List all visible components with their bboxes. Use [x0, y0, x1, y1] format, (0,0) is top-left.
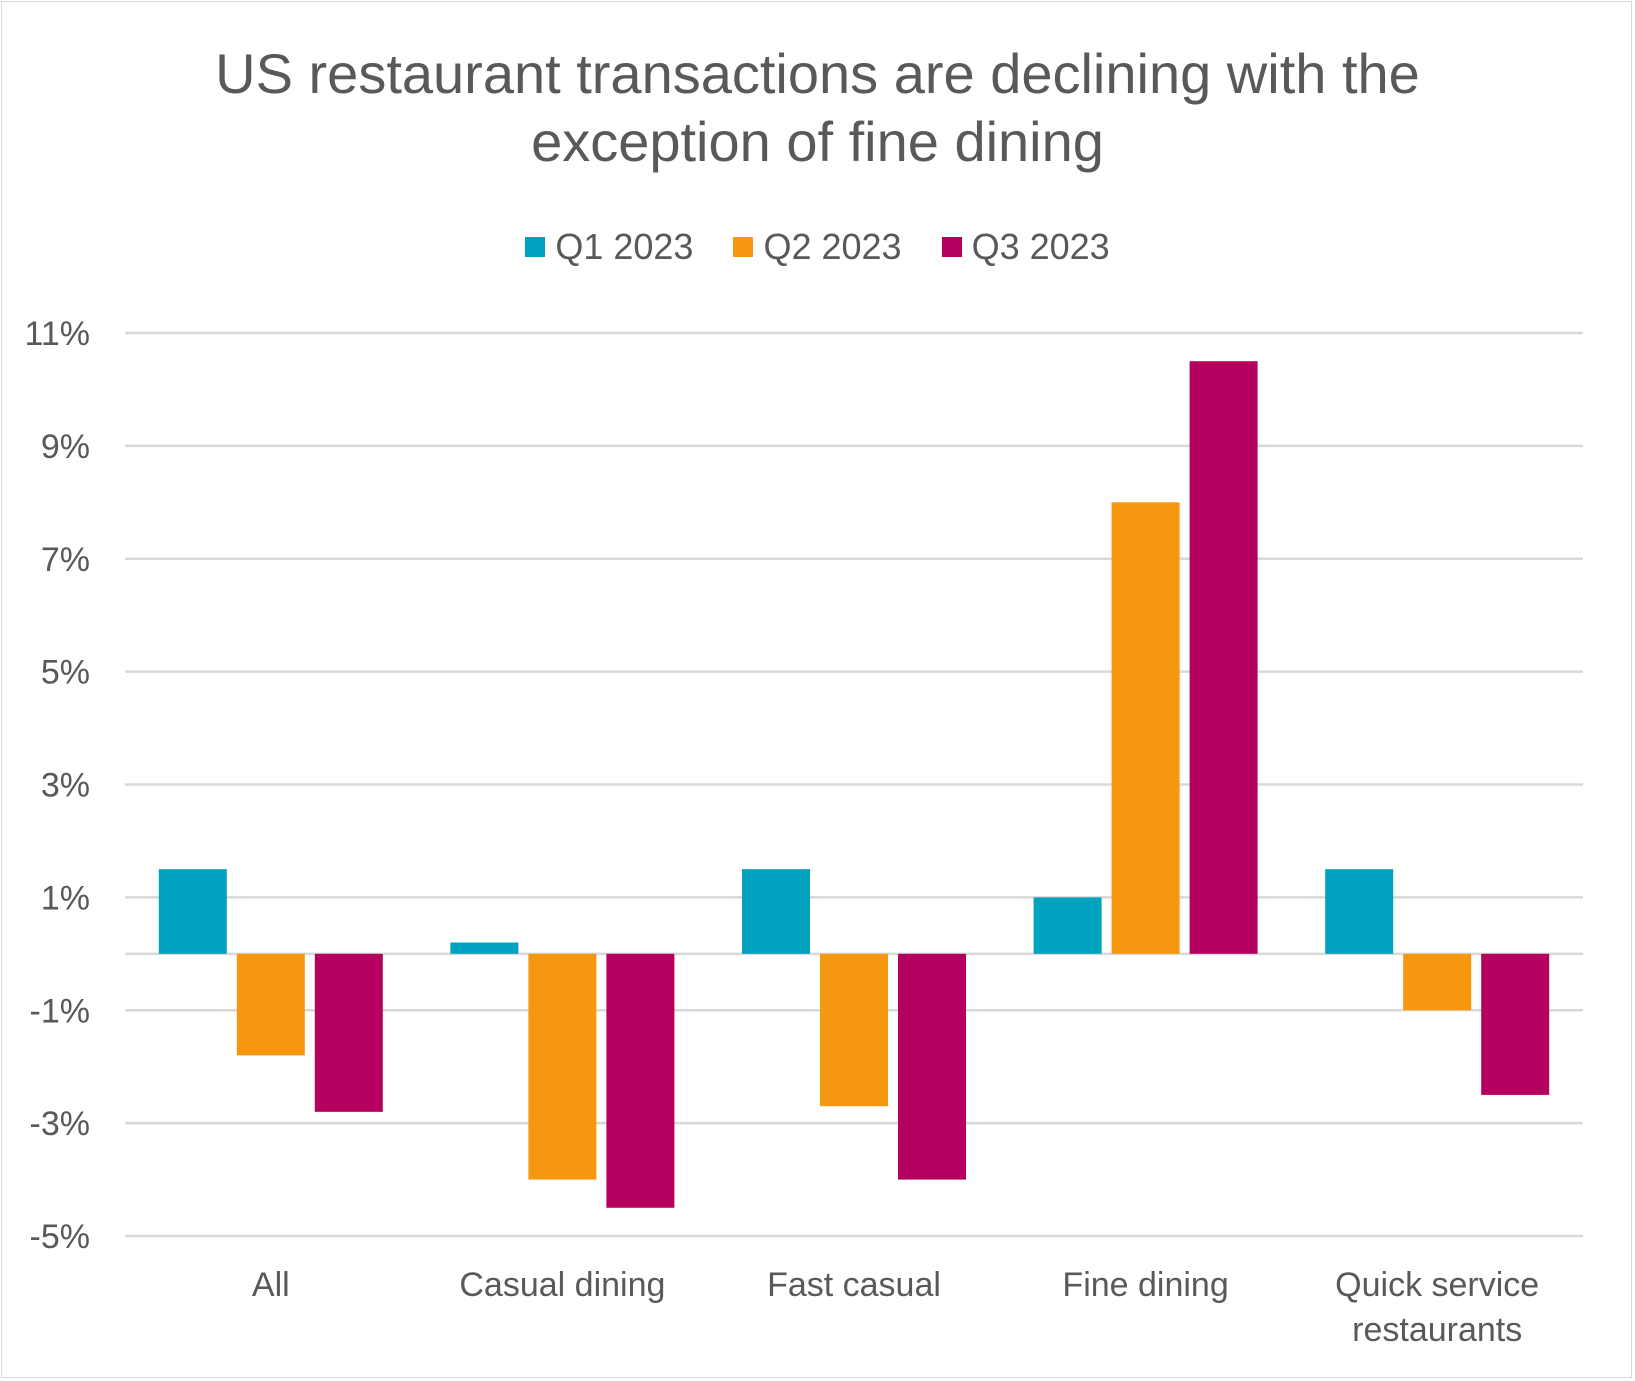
bar	[1189, 361, 1258, 954]
y-tick-label: 1%	[41, 879, 90, 917]
legend-swatch-q3	[941, 237, 962, 257]
x-tick-label: Fast casual	[767, 1266, 941, 1304]
bar	[742, 869, 810, 954]
chart-title-line-2: exception of fine dining	[531, 110, 1104, 173]
y-tick-label: 3%	[41, 767, 90, 805]
chart-legend: Q1 2023 Q2 2023 Q3 2023	[0, 224, 1635, 270]
bar	[1111, 502, 1180, 954]
bar	[898, 953, 966, 1180]
y-tick-label: -3%	[30, 1105, 90, 1143]
legend-item-q2: Q2 2023	[733, 224, 902, 270]
bar	[1033, 897, 1102, 954]
bar	[606, 953, 675, 1208]
bar	[158, 869, 227, 954]
bar	[450, 942, 519, 954]
legend-swatch-q1	[525, 237, 546, 257]
x-tick-label: Fine dining	[1062, 1266, 1228, 1304]
y-tick-label: 11%	[24, 315, 90, 353]
y-tick-label: 7%	[41, 541, 90, 579]
y-tick-label: 9%	[41, 428, 90, 466]
bar	[1481, 953, 1550, 1095]
chart-title-line-1: US restaurant transactions are declining…	[215, 42, 1420, 105]
x-tick-label: Quick service	[1335, 1266, 1539, 1304]
bar	[314, 953, 383, 1112]
x-tick-label: Casual dining	[459, 1266, 665, 1304]
x-tick-label: restaurants	[1352, 1311, 1522, 1349]
legend-label-q1: Q1 2023	[555, 226, 694, 267]
bar	[1325, 869, 1394, 954]
y-tick-label: 5%	[41, 654, 90, 692]
legend-label-q3: Q3 2023	[971, 226, 1110, 267]
bar	[820, 953, 888, 1107]
bar	[236, 953, 305, 1056]
legend-label-q2: Q2 2023	[763, 226, 902, 267]
bar	[1403, 953, 1472, 1011]
bar	[528, 953, 597, 1180]
y-tick-label: -1%	[30, 992, 90, 1030]
legend-item-q3: Q3 2023	[941, 224, 1110, 270]
y-tick-label: -5%	[30, 1218, 90, 1256]
chart-title: US restaurant transactions are declining…	[0, 40, 1635, 176]
x-tick-label: All	[252, 1266, 290, 1304]
legend-swatch-q2	[733, 237, 754, 257]
legend-item-q1: Q1 2023	[525, 224, 693, 270]
